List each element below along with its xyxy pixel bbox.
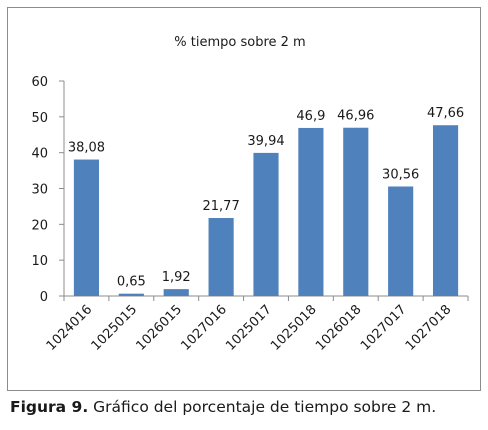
category-label: 1026015 [133,302,185,354]
y-tick-label: 50 [31,111,48,126]
chart-frame: % tiempo sobre 2 m 0 10 20 30 40 50 60 38,08 0,… [7,7,481,391]
data-label: 1,92 [162,270,191,285]
figure-caption: Figura 9. Gráfico del porcentaje de tiem… [10,398,436,416]
data-label: 30,56 [382,167,419,182]
caption-label: Figura 9. [10,398,89,416]
y-tick-label: 0 [40,290,48,305]
caption-text: Gráfico del porcentaje de tiempo sobre 2… [88,398,437,416]
bar [298,127,324,296]
data-label: 46,9 [296,109,325,124]
y-tick-label: 40 [31,147,48,162]
bar-chart: % tiempo sobre 2 m 0 10 20 30 40 50 60 38,08 0,… [31,35,469,354]
category-label: 1024016 [44,302,96,354]
category-label: 1025018 [268,302,320,354]
y-tick-label: 20 [31,218,48,233]
data-label: 46,96 [337,109,374,124]
category-label: 1026018 [313,302,365,354]
category-labels: 1024016102501510260151027016102501710250… [44,302,455,354]
bar [343,127,369,296]
y-tick-label: 30 [31,183,48,198]
bar [253,152,279,296]
bar [163,289,189,296]
data-label: 47,66 [427,106,464,121]
y-tick-label: 10 [31,254,48,269]
bar [73,159,100,296]
category-label: 1027017 [358,302,410,354]
bar-series [73,125,459,297]
data-label: 21,77 [203,199,240,214]
category-label: 1027018 [403,302,455,354]
data-label: 38,08 [68,141,105,156]
category-label: 1025015 [89,302,141,354]
bar [388,186,414,296]
chart-title: % tiempo sobre 2 m [174,35,305,50]
category-label: 1025017 [223,302,275,354]
data-labels: 38,08 0,65 1,92 21,77 39,94 46,9 46,96 30,56 47,… [68,106,464,289]
bar [118,293,144,296]
y-tick-label: 60 [31,75,48,90]
data-label: 39,94 [247,134,284,149]
bar [432,125,459,297]
category-label: 1027016 [178,302,230,354]
data-label: 0,65 [117,275,146,290]
y-axis-ticks: 0 10 20 30 40 50 60 [31,75,469,305]
bar [208,217,234,296]
